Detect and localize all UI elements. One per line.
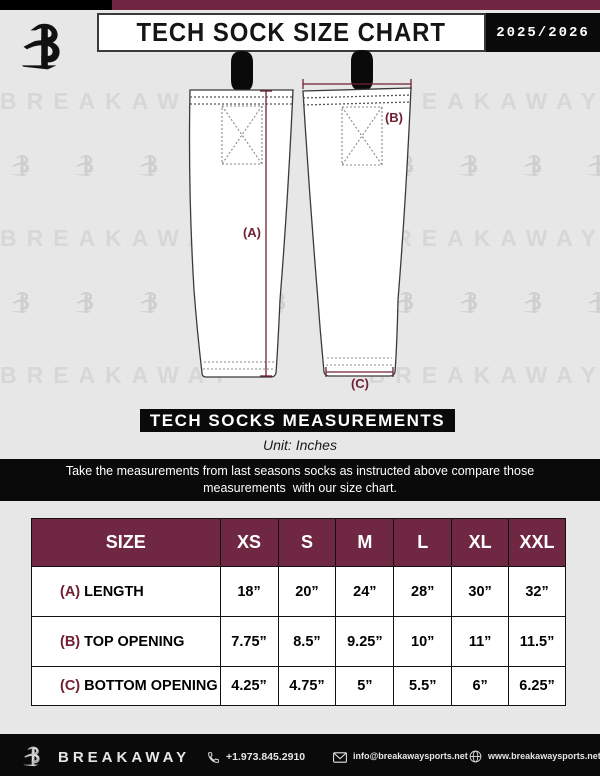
- svg-text:(C): (C): [351, 376, 369, 391]
- svg-text:(B): (B): [385, 110, 403, 125]
- svg-text:(A): (A): [243, 225, 261, 240]
